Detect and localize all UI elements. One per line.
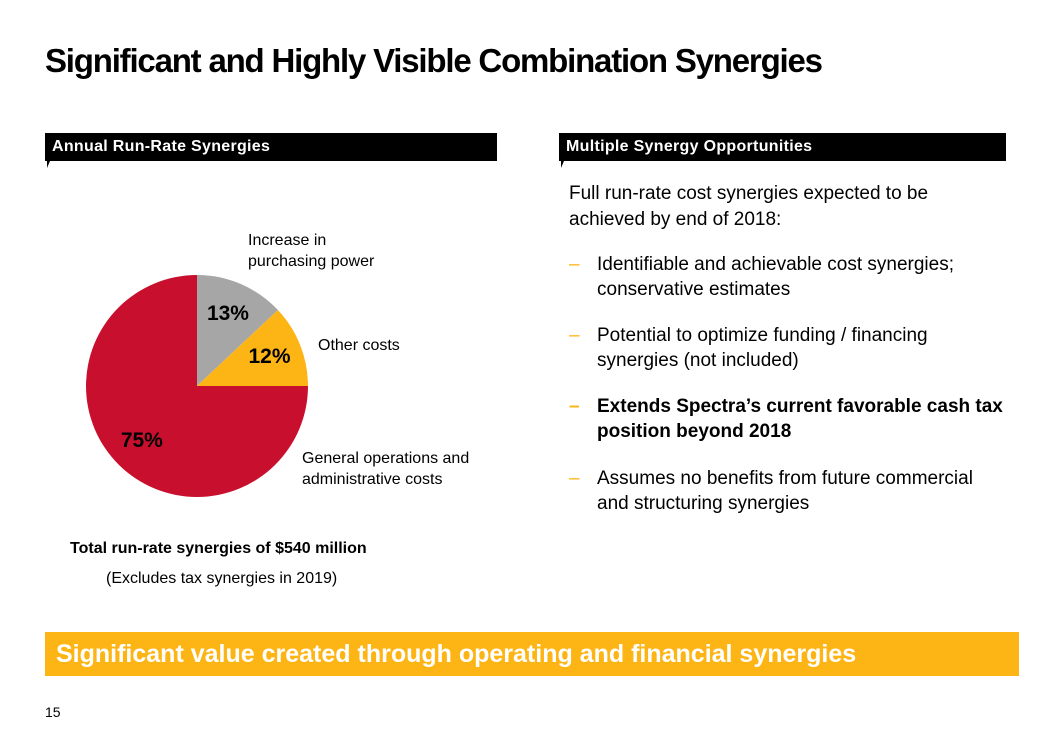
section-header: Annual Run-Rate Synergies bbox=[45, 133, 497, 168]
page-number: 15 bbox=[45, 704, 61, 720]
bullet: Potential to optimize funding / financin… bbox=[569, 323, 1007, 373]
intro-text: Full run-rate cost synergies expected to… bbox=[569, 183, 929, 230]
slide-title: Significant and Highly Visible Combinati… bbox=[45, 42, 823, 79]
banner: Significant value created through operat… bbox=[45, 632, 1019, 676]
pie-slice bbox=[86, 275, 308, 497]
bullet: Identifiable and achievable cost synergi… bbox=[569, 252, 1007, 302]
value-label: 75% bbox=[120, 429, 163, 453]
bullet: Extends Spectra’s current favorable cash… bbox=[569, 394, 1007, 444]
section-header: Multiple Synergy Opportunities bbox=[559, 133, 1006, 168]
sub-note: (Excludes tax synergies in 2019) bbox=[106, 570, 338, 587]
category-label: Increase in purchasing power bbox=[248, 232, 375, 270]
value-label: 12% bbox=[248, 345, 291, 369]
category-label: General operations and administrative co… bbox=[302, 450, 470, 488]
bullet: Assumes no benefits from future commerci… bbox=[569, 466, 1007, 516]
category-label: Other costs bbox=[318, 337, 400, 354]
pie-slice bbox=[197, 310, 308, 386]
value-label: 13% bbox=[206, 302, 249, 326]
pie-slice bbox=[197, 275, 278, 386]
total-note: Total run-rate synergies of $540 million bbox=[70, 540, 367, 557]
